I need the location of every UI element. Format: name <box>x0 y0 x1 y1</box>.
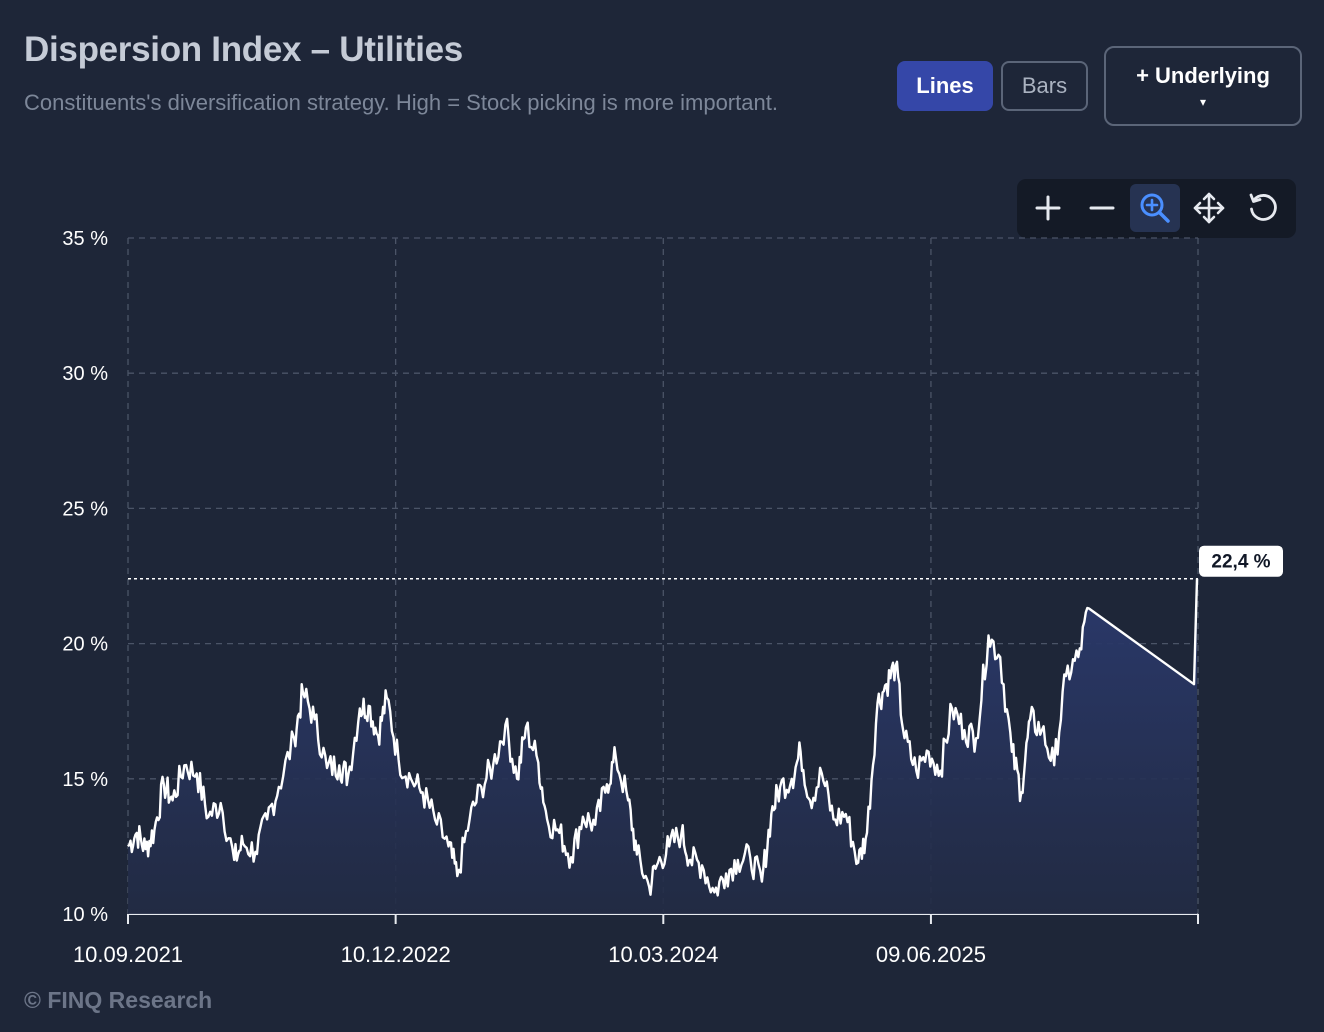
minus-icon <box>1089 206 1115 210</box>
last-value-badge: 22,4 % <box>1199 545 1283 577</box>
last-value-label: 22,4 % <box>1211 552 1270 573</box>
chevron-down-icon: ▾ <box>1199 95 1207 109</box>
y-tick-label: 25 % <box>62 498 108 520</box>
x-tick-label: 10.03.2024 <box>608 942 718 967</box>
x-axis-labels: 10.09.2021 10.12.2022 10.03.2024 09.06.2025 <box>73 942 986 967</box>
zoom-plus-button[interactable] <box>1023 184 1073 232</box>
y-tick-label: 10 % <box>62 904 108 926</box>
reset-icon <box>1249 193 1277 221</box>
y-tick-label: 35 % <box>62 228 108 250</box>
y-tick-label: 20 % <box>62 634 108 656</box>
reset-zoom-button[interactable] <box>1238 184 1288 232</box>
series-line <box>127 578 1199 897</box>
chart-subtitle: Constituents's diversification strategy.… <box>24 90 778 115</box>
y-axis-labels: 10 % 15 % 20 % 25 % 30 % 35 % <box>62 228 108 926</box>
x-tick-label: 10.12.2022 <box>341 942 451 967</box>
y-tick-label: 15 % <box>62 769 108 791</box>
chart-toolbar <box>1017 179 1296 238</box>
x-tick-label: 10.09.2021 <box>73 942 183 967</box>
x-tick-label: 09.06.2025 <box>876 942 986 967</box>
pan-icon <box>1193 192 1225 224</box>
chart-title: Dispersion Index – Utilities <box>24 30 463 69</box>
series-area-fill <box>128 578 1197 914</box>
pan-button[interactable] <box>1184 184 1234 232</box>
underlying-label: + Underlying <box>1136 63 1270 88</box>
underlying-dropdown[interactable]: + Underlying ▾ <box>1104 46 1302 126</box>
zoom-minus-button[interactable] <box>1077 184 1127 232</box>
bars-button[interactable]: Bars <box>1001 61 1088 111</box>
zoom-in-icon <box>1140 193 1170 223</box>
lines-button[interactable]: Lines <box>897 61 993 111</box>
y-tick-label: 30 % <box>62 363 108 385</box>
plus-icon <box>1035 195 1061 221</box>
zoom-select-button[interactable] <box>1130 184 1180 232</box>
copyright-text: © FINQ Research <box>24 987 213 1013</box>
